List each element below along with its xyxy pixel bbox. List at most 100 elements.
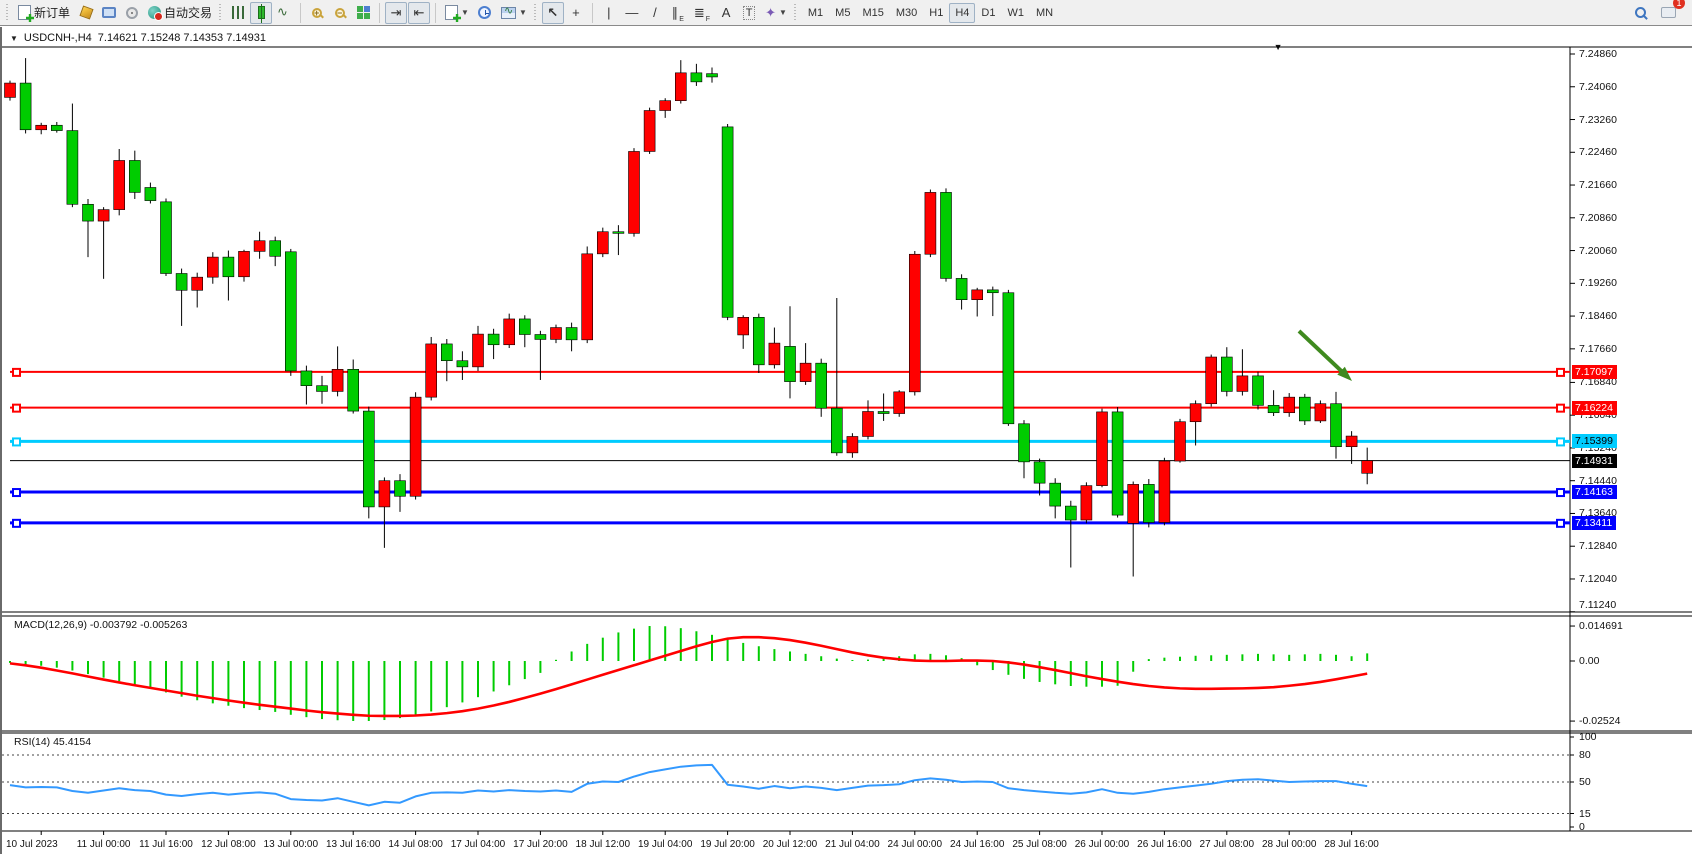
trendline-button[interactable]: / <box>644 2 666 24</box>
fibonacci-icon: ≣ <box>693 4 705 20</box>
vertical-line-button[interactable]: | <box>598 2 620 24</box>
candlestick-series <box>4 58 1373 577</box>
signals-button[interactable] <box>121 2 143 24</box>
autotrading-button[interactable]: 自动交易 <box>144 2 216 24</box>
chart-canvas[interactable] <box>2 27 1692 854</box>
macd-indicator-label: MACD(12,26,9) -0.003792 -0.005263 <box>14 619 188 631</box>
text-label-button[interactable]: T <box>738 2 760 24</box>
price-line-label: 7.14163 <box>1572 485 1617 500</box>
text-label-icon: T <box>742 5 756 20</box>
tile-windows-button[interactable] <box>352 2 374 24</box>
timeframe-button-m5[interactable]: M5 <box>835 6 851 19</box>
bar-chart-icon <box>231 6 245 19</box>
periods-button[interactable] <box>474 2 496 24</box>
trendline-icon: / <box>653 5 657 20</box>
arrows-tool-button[interactable]: ✦ ▼ <box>761 2 791 24</box>
time-axis-label: 20 Jul 12:00 <box>762 839 818 850</box>
timeframe-toolbar: M1 M5 M15 M30 H1 H4 D1 W1 MN <box>802 2 1059 23</box>
periods-clock-icon <box>478 6 492 19</box>
bar-chart-button[interactable] <box>227 2 249 24</box>
price-tick-label: 7.20860 <box>1579 211 1617 224</box>
time-axis-label: 24 Jul 16:00 <box>949 839 1005 850</box>
chart-window[interactable]: ▼ USDCNH-,H4 7.14621 7.15248 7.14353 7.1… <box>0 27 1692 854</box>
indicators-caret-icon: ▼ <box>461 8 469 17</box>
templates-button[interactable]: ▼ <box>497 2 531 24</box>
toolbar-grip[interactable] <box>6 3 11 22</box>
time-axis-label: 13 Jul 00:00 <box>263 839 319 850</box>
indicators-button[interactable]: ▼ <box>441 2 473 24</box>
notification-badge: 1 <box>1673 0 1685 9</box>
time-axis-label: 13 Jul 16:00 <box>325 839 381 850</box>
toolbar-grip[interactable] <box>533 3 539 22</box>
timeframe-button-w1[interactable]: W1 <box>1007 6 1024 19</box>
crosshair-button[interactable]: + <box>565 2 587 24</box>
templates-caret-icon: ▼ <box>518 8 527 17</box>
line-chart-icon <box>277 7 291 19</box>
new-order-icon <box>18 5 31 20</box>
rsi-indicator-label: RSI(14) 45.4154 <box>14 736 92 748</box>
horizontal-line-icon: — <box>625 5 639 20</box>
symbol-dropdown-icon[interactable]: ▼ <box>10 33 18 43</box>
auto-scroll-button[interactable]: ⇥ <box>385 1 408 24</box>
timeframe-button-m1[interactable]: M1 <box>807 6 824 19</box>
new-order-button[interactable]: 新订单 <box>14 2 74 24</box>
time-axis-label: 27 Jul 08:00 <box>1199 839 1255 850</box>
autotrading-icon <box>148 6 164 21</box>
main-toolbar: 新订单 自动交易 + − ⇥ ⇤ ▼ ▼ ↖ + | — / ∥E ≣F A T <box>0 0 1692 26</box>
profile-button[interactable] <box>75 2 97 24</box>
timeframe-button-m15[interactable]: M15 <box>862 6 884 19</box>
terminal-icon <box>102 7 117 18</box>
timeframe-button-d1[interactable]: D1 <box>981 6 996 19</box>
candlestick-chart-icon <box>257 4 265 23</box>
zoom-out-button[interactable]: − <box>329 2 351 24</box>
timeframe-button-h1[interactable]: H1 <box>929 6 944 19</box>
timeframe-button-m30[interactable]: M30 <box>895 6 918 19</box>
crosshair-icon: + <box>572 5 580 20</box>
macd-axis-label: -0.02524 <box>1579 715 1621 728</box>
price-line-label: 7.15399 <box>1572 434 1617 449</box>
candlestick-chart-button[interactable] <box>250 1 273 24</box>
search-button[interactable] <box>1629 2 1651 24</box>
toolbar-grip[interactable] <box>793 3 799 22</box>
price-tick-label: 7.19260 <box>1579 277 1617 290</box>
text-tool-button[interactable]: A <box>715 2 737 24</box>
channel-sub-label: E <box>679 15 684 23</box>
zoom-in-button[interactable]: + <box>306 2 328 24</box>
toolbar-grip[interactable] <box>219 3 225 22</box>
rsi-line <box>9 763 1368 807</box>
price-tick-label: 7.23260 <box>1579 113 1617 126</box>
line-chart-button[interactable] <box>273 2 295 24</box>
rsi-axis-label: 0 <box>1579 821 1585 833</box>
profile-icon <box>78 5 94 20</box>
time-axis-label: 12 Jul 08:00 <box>201 839 256 850</box>
time-axis-label: 10 Jul 2023 <box>6 839 58 850</box>
timeframe-button-h4[interactable]: H4 <box>949 2 976 23</box>
rsi-axis-label: 15 <box>1579 807 1591 820</box>
arrow-annotation[interactable] <box>1297 329 1352 381</box>
price-tick-label: 7.11240 <box>1579 599 1617 611</box>
price-tick-label: 7.12040 <box>1579 572 1617 585</box>
horizontal-line-button[interactable]: — <box>621 2 643 24</box>
price-tick-label: 7.14440 <box>1579 474 1617 487</box>
time-axis-label: 18 Jul 12:00 <box>575 839 631 850</box>
notifications-button[interactable]: 1 <box>1657 0 1685 24</box>
fibonacci-button[interactable]: ≣ F <box>690 2 714 24</box>
price-tick-label: 7.16840 <box>1579 376 1617 389</box>
current-price-label: 7.14931 <box>1572 453 1617 468</box>
cursor-button[interactable]: ↖ <box>541 1 564 24</box>
price-tick-label: 7.24060 <box>1579 80 1617 93</box>
price-tick-label: 7.20060 <box>1579 244 1617 257</box>
terminal-button[interactable] <box>98 2 120 24</box>
time-axis-label: 11 Jul 00:00 <box>76 839 131 850</box>
time-axis-label: 28 Jul 16:00 <box>1324 839 1379 850</box>
time-axis-label: 28 Jul 00:00 <box>1261 839 1317 850</box>
price-line-label: 7.17097 <box>1572 364 1617 379</box>
channel-button[interactable]: ∥ E <box>667 2 689 24</box>
search-icon <box>1634 7 1646 18</box>
tile-windows-icon <box>356 6 370 19</box>
channel-icon: ∥ <box>671 4 679 20</box>
chart-shift-button[interactable]: ⇤ <box>408 1 431 24</box>
timeframe-button-mn[interactable]: MN <box>1035 6 1054 19</box>
autotrading-label: 自动交易 <box>164 6 213 20</box>
